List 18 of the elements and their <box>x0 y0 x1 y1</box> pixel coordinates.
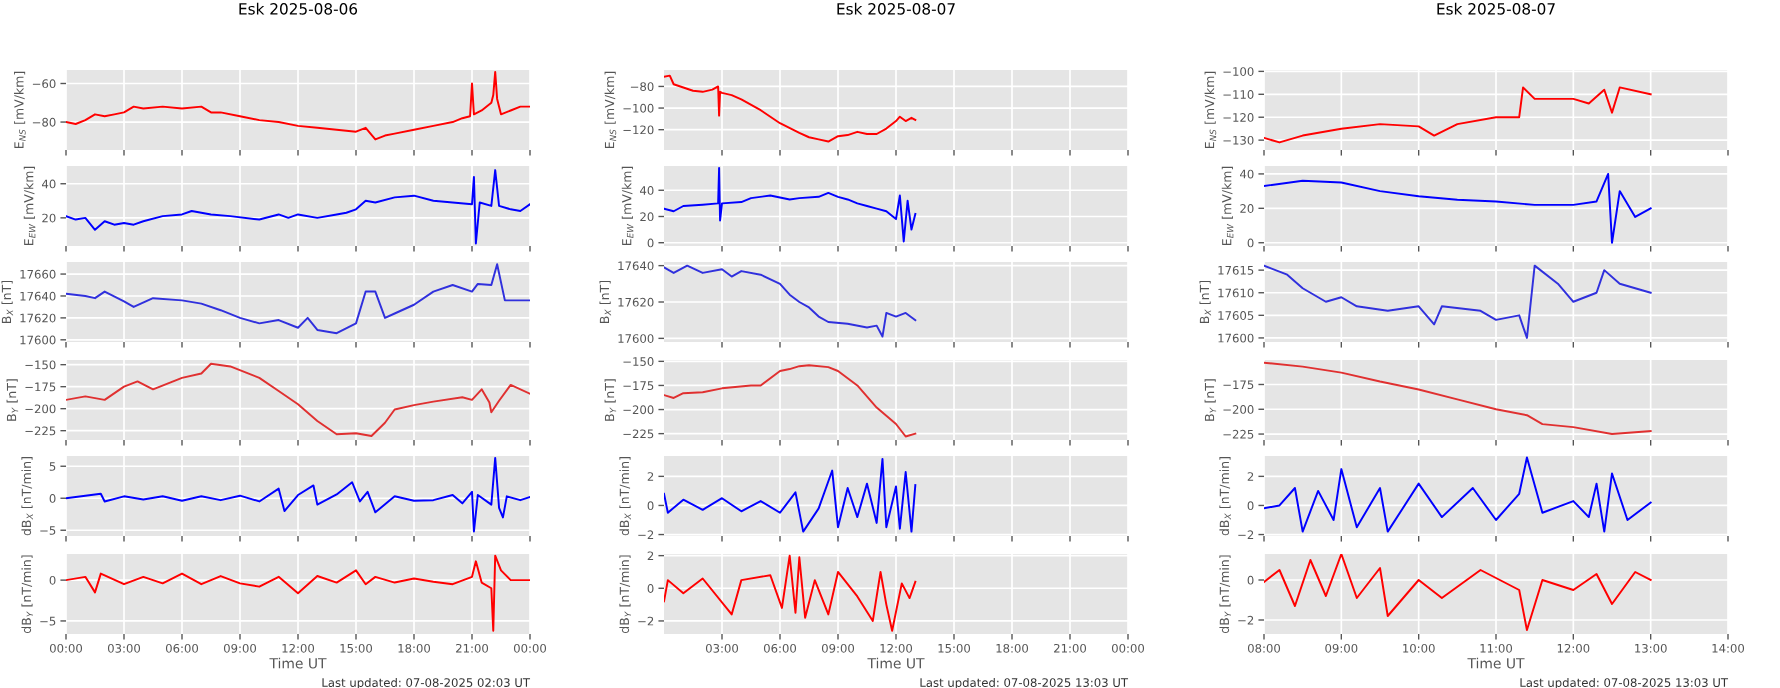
line-series <box>66 263 530 335</box>
line-series <box>664 364 917 438</box>
line-series <box>66 554 530 632</box>
line-series <box>66 169 530 245</box>
line-series <box>66 456 530 533</box>
line-series <box>664 74 917 143</box>
line-series <box>1264 361 1652 436</box>
line-series <box>1264 456 1652 533</box>
line-series <box>1264 86 1652 144</box>
line-series <box>66 362 530 437</box>
line-series <box>1264 264 1652 339</box>
line-series <box>66 70 530 141</box>
line-series <box>1264 554 1652 631</box>
line-series <box>664 167 917 243</box>
line-series <box>664 554 917 632</box>
line-series <box>1264 172 1652 244</box>
line-series <box>664 264 917 338</box>
line-series <box>664 457 917 533</box>
